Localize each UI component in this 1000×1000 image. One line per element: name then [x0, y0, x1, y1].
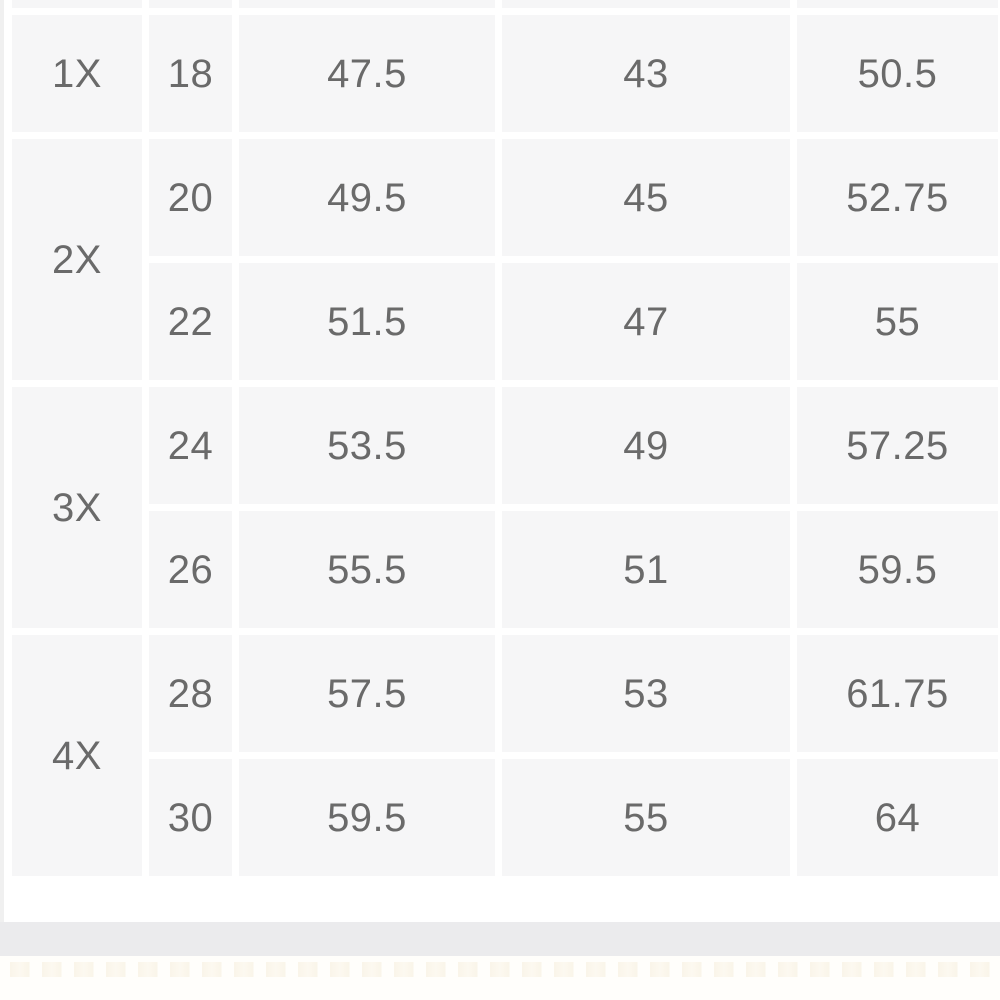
size-cell: 20 — [149, 139, 232, 256]
measurement-cell: 57.5 — [239, 635, 495, 752]
footer-divider-band — [0, 922, 1000, 956]
measurement-cell: 55 — [502, 759, 790, 876]
table-cell-partial — [797, 0, 998, 8]
measurement-cell: 49 — [502, 387, 790, 504]
measurement-cell: 53 — [502, 635, 790, 752]
size-cell: 24 — [149, 387, 232, 504]
measurement-cell: 47.5 — [239, 15, 495, 132]
measurement-cell: 53.5 — [239, 387, 495, 504]
size-group-label: 1X — [12, 15, 142, 132]
measurement-cell: 55.5 — [239, 511, 495, 628]
page-left-edge — [0, 0, 4, 922]
table-cell-partial — [502, 0, 790, 8]
measurement-cell: 43 — [502, 15, 790, 132]
footer-area — [0, 956, 1000, 1000]
decorative-pattern — [10, 962, 1000, 977]
measurement-cell: 59.5 — [797, 511, 998, 628]
table-cell-partial — [12, 0, 142, 8]
measurement-cell: 51 — [502, 511, 790, 628]
size-chart-table: 1X 18 47.5 43 50.5 2X 20 49.5 45 52.75 2… — [12, 0, 998, 876]
measurement-cell: 45 — [502, 139, 790, 256]
size-group-label: 3X — [12, 387, 142, 628]
measurement-cell: 49.5 — [239, 139, 495, 256]
size-group-label: 4X — [12, 635, 142, 876]
size-group-label: 2X — [12, 139, 142, 380]
table-cell-partial — [149, 0, 232, 8]
measurement-cell: 50.5 — [797, 15, 998, 132]
measurement-cell: 61.75 — [797, 635, 998, 752]
measurement-cell: 52.75 — [797, 139, 998, 256]
size-cell: 30 — [149, 759, 232, 876]
measurement-cell: 64 — [797, 759, 998, 876]
table-cell-partial — [239, 0, 495, 8]
size-cell: 18 — [149, 15, 232, 132]
measurement-cell: 57.25 — [797, 387, 998, 504]
size-cell: 28 — [149, 635, 232, 752]
size-cell: 22 — [149, 263, 232, 380]
measurement-cell: 47 — [502, 263, 790, 380]
size-cell: 26 — [149, 511, 232, 628]
measurement-cell: 55 — [797, 263, 998, 380]
measurement-cell: 51.5 — [239, 263, 495, 380]
measurement-cell: 59.5 — [239, 759, 495, 876]
